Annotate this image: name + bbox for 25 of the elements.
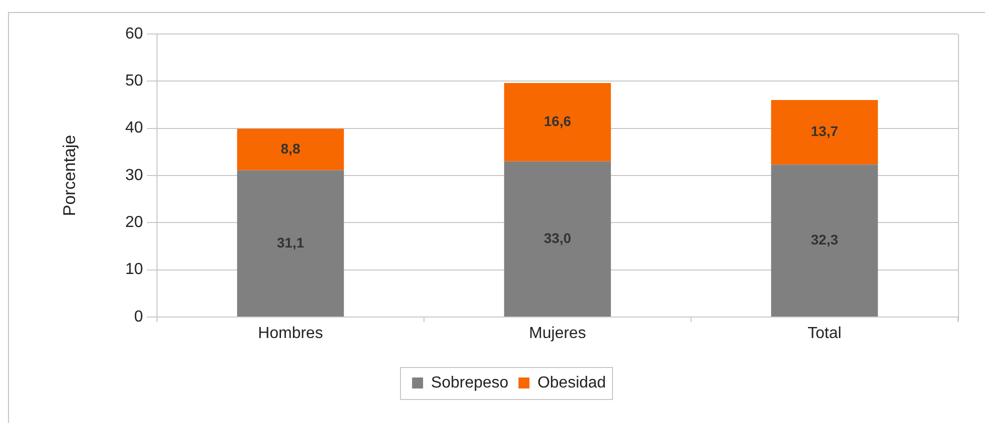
data-label: 8,8 bbox=[280, 140, 300, 156]
bar bbox=[771, 164, 878, 316]
bar bbox=[504, 161, 611, 316]
x-tick-label: Total bbox=[808, 325, 842, 342]
y-tick-label: 60 bbox=[125, 25, 144, 42]
legend-label: Sobrepeso bbox=[431, 374, 509, 392]
y-tick-label: 0 bbox=[134, 308, 144, 326]
bar bbox=[237, 128, 344, 170]
bar bbox=[771, 100, 878, 165]
x-tick-label: Mujeres bbox=[529, 325, 586, 342]
y-tick-label: 50 bbox=[125, 72, 144, 90]
data-label: 16,6 bbox=[544, 113, 572, 130]
y-tick-label: 30 bbox=[125, 166, 144, 184]
bar bbox=[504, 83, 611, 162]
y-tick-label: 40 bbox=[125, 120, 144, 137]
y-tick-label: 20 bbox=[125, 214, 144, 232]
data-label: 33,0 bbox=[544, 230, 572, 246]
bar bbox=[237, 170, 344, 316]
y-tick-label: 10 bbox=[125, 261, 144, 278]
y-axis-title: Porcentaje bbox=[60, 134, 79, 216]
legend-label: Obesidad bbox=[537, 374, 606, 392]
x-tick-label: Hombres bbox=[258, 325, 323, 342]
data-label: 32,3 bbox=[810, 231, 838, 248]
data-label: 13,7 bbox=[810, 123, 838, 140]
data-label: 31,1 bbox=[276, 234, 304, 250]
